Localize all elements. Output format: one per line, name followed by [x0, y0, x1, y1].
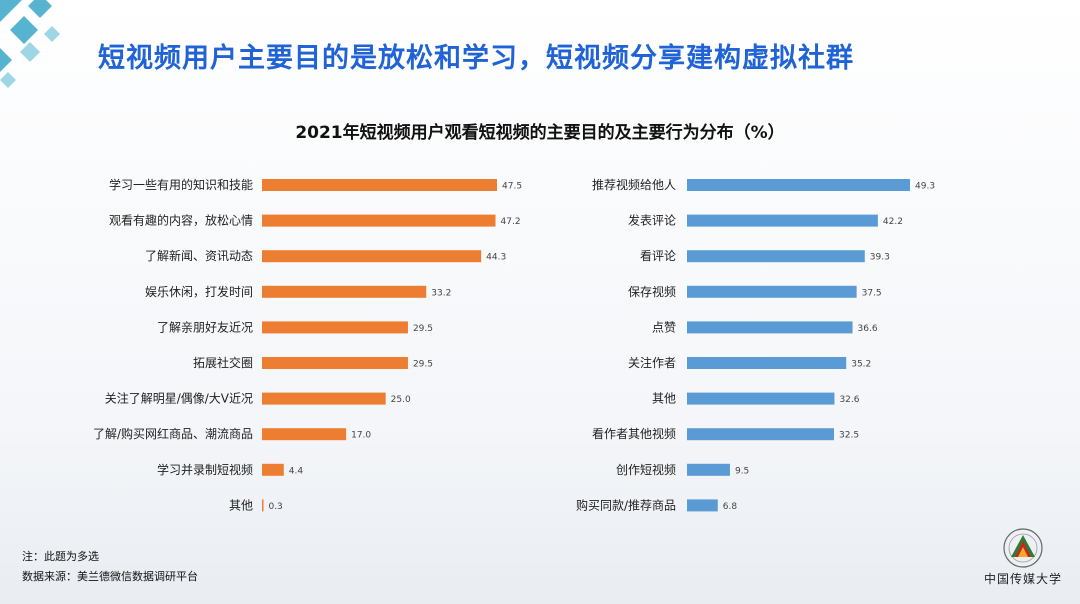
- right-bar: [687, 357, 847, 369]
- left-bar: [262, 499, 264, 512]
- left-category-label: 了解/购买网红商品、潮流商品: [93, 426, 253, 441]
- right-category-label: 购买同款/推荐商品: [576, 497, 676, 512]
- source-note: 数据来源：美兰德微信数据调研平台: [22, 570, 198, 583]
- university-logo-text: 中国传媒大学: [983, 572, 1062, 586]
- left-value-label: 29.5: [413, 324, 433, 334]
- right-bar: [687, 179, 910, 191]
- right-category-label: 发表评论: [628, 213, 676, 228]
- right-value-label: 39.3: [870, 253, 890, 263]
- left-bar: [262, 250, 482, 263]
- right-bar: [687, 250, 865, 263]
- left-value-label: 0.3: [268, 502, 282, 512]
- left-bar: [262, 357, 408, 369]
- right-category-label: 看作者其他视频: [592, 426, 676, 441]
- left-value-label: 17.0: [351, 431, 371, 441]
- left-bar: [262, 321, 408, 334]
- right-category-label: 看评论: [640, 249, 676, 263]
- left-category-label: 了解新闻、资讯动态: [145, 248, 253, 263]
- left-value-label: 47.5: [502, 182, 522, 192]
- left-value-label: 4.4: [289, 466, 304, 476]
- right-bar: [687, 214, 878, 227]
- right-bar: [687, 285, 857, 298]
- right-value-label: 32.6: [839, 395, 859, 405]
- left-category-label: 娱乐休闲，打发时间: [145, 284, 253, 299]
- chart-title: 2021年短视频用户观看短视频的主要目的及主要行为分布（%）: [295, 123, 785, 143]
- left-category-label: 关注了解明星/偶像/大V近况: [105, 391, 253, 406]
- right-category-label: 关注作者: [628, 355, 676, 370]
- left-category-label: 其他: [229, 498, 253, 512]
- left-bar: [262, 285, 427, 298]
- right-value-label: 9.5: [735, 466, 749, 476]
- right-bar: [687, 392, 835, 405]
- right-category-label: 其他: [652, 392, 676, 406]
- right-value-label: 6.8: [723, 502, 738, 512]
- left-value-label: 44.3: [486, 253, 506, 263]
- left-value-label: 33.2: [431, 288, 451, 298]
- right-value-label: 37.5: [862, 288, 882, 298]
- left-category-label: 学习并录制短视频: [157, 462, 253, 477]
- footnote: 注：此题为多选: [22, 550, 99, 563]
- right-bar: [687, 499, 718, 512]
- left-bar: [262, 428, 347, 441]
- right-category-label: 点赞: [652, 320, 676, 334]
- right-category-label: 推荐视频给他人: [592, 177, 676, 192]
- right-category-label: 保存视频: [628, 284, 676, 299]
- right-value-label: 42.2: [883, 217, 903, 227]
- left-category-label: 了解亲朋好友近况: [157, 320, 253, 334]
- right-value-label: 35.2: [851, 360, 871, 370]
- right-value-label: 32.5: [839, 431, 859, 441]
- left-bar: [262, 463, 284, 476]
- right-bar: [687, 463, 730, 476]
- left-bar: [262, 179, 497, 191]
- corner-decoration: [0, 0, 60, 88]
- left-bar: [262, 392, 386, 405]
- left-category-label: 观看有趣的内容，放松心情: [109, 213, 253, 228]
- right-bar: [687, 428, 835, 441]
- right-bar: [687, 321, 853, 334]
- left-category-label: 学习一些有用的知识和技能: [109, 177, 253, 192]
- left-value-label: 29.5: [413, 360, 433, 370]
- left-value-label: 47.2: [501, 217, 521, 227]
- university-logo: [1003, 528, 1043, 568]
- right-value-label: 36.6: [858, 324, 878, 334]
- right-category-label: 创作短视频: [616, 462, 676, 477]
- page-headline: 短视频用户主要目的是放松和学习，短视频分享建构虚拟社群: [98, 43, 854, 74]
- left-value-label: 25.0: [391, 395, 411, 405]
- left-category-label: 拓展社交圈: [193, 355, 253, 370]
- left-bar: [262, 214, 496, 227]
- right-value-label: 49.3: [915, 182, 935, 192]
